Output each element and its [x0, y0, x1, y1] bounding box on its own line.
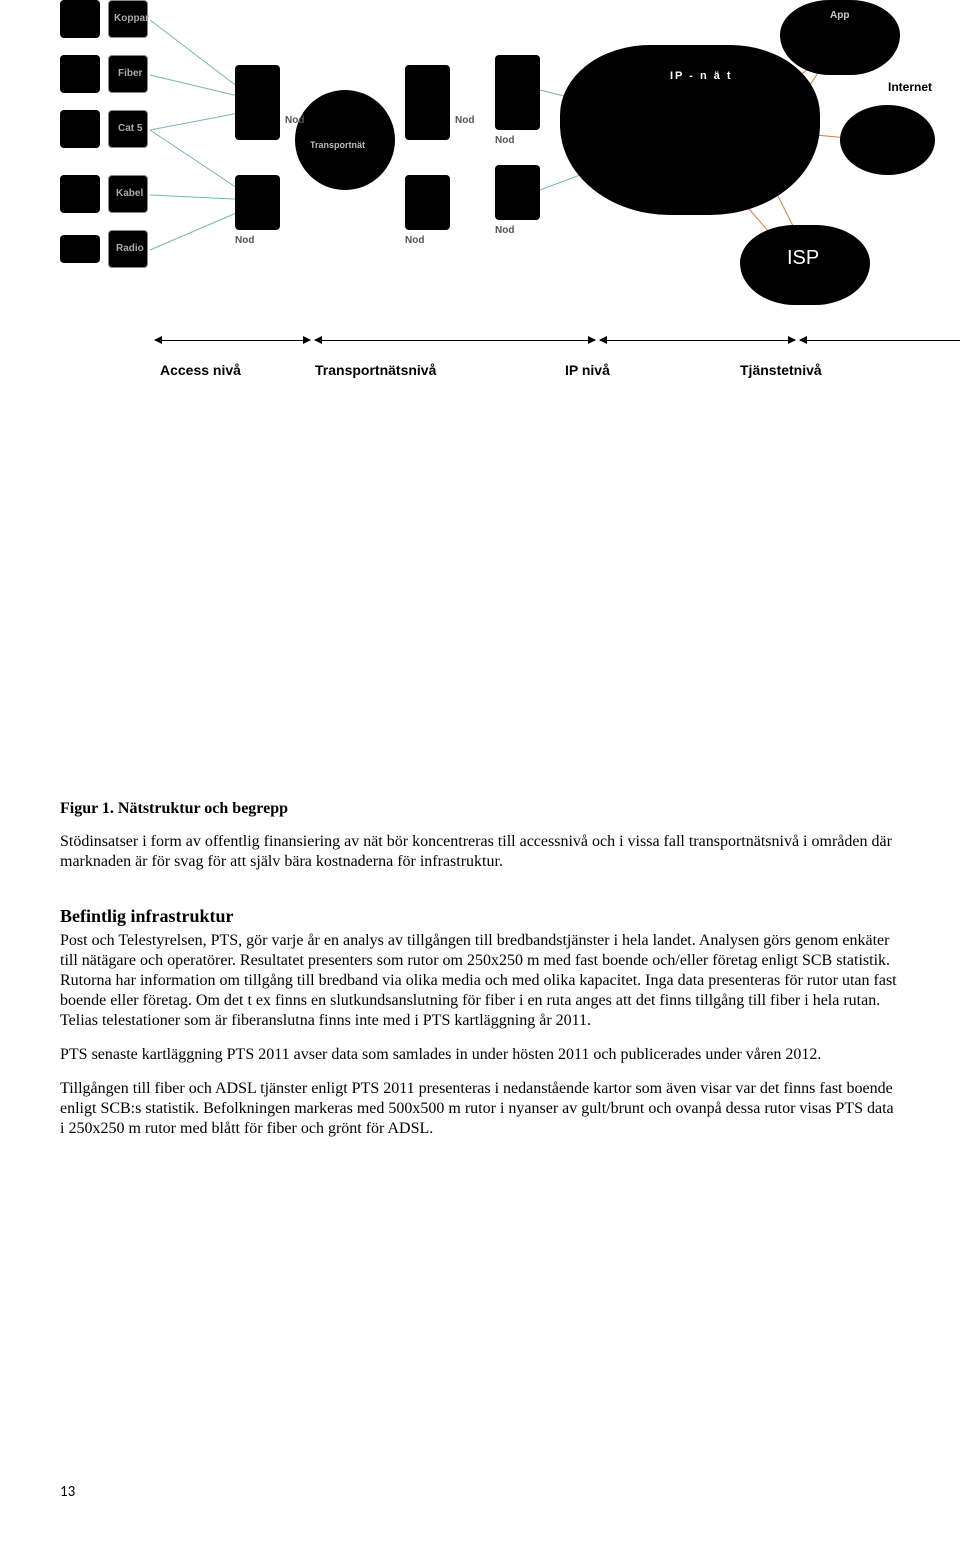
app-cloud-label: App	[830, 10, 849, 21]
paragraph-3: PTS senaste kartläggning PTS 2011 avser …	[60, 1045, 900, 1065]
node-box	[405, 175, 450, 230]
page-number: 13	[60, 1483, 75, 1501]
level-arrow	[800, 340, 960, 341]
node-label: Nod	[405, 235, 424, 246]
level-arrow	[155, 340, 310, 341]
node-box	[235, 175, 280, 230]
level-access: Access nivå	[160, 362, 241, 378]
building-icon	[60, 175, 100, 213]
level-arrow	[315, 340, 595, 341]
level-transport: Transportnätsnivå	[315, 362, 436, 378]
level-ip: IP nivå	[565, 362, 610, 378]
access-label-fiber: Fiber	[118, 68, 142, 79]
access-label-cat5: Cat 5	[118, 123, 142, 134]
node-box	[495, 55, 540, 130]
node-label: Nod	[455, 115, 474, 126]
node-label: Nod	[235, 235, 254, 246]
internet-oval	[840, 105, 935, 175]
ip-cloud-label: IP - n ä t	[670, 70, 733, 82]
paragraph-2: Post och Telestyrelsen, PTS, gör varje å…	[60, 931, 900, 1031]
node-box	[405, 65, 450, 140]
level-arrow-row	[155, 330, 905, 350]
node-label: Nod	[285, 115, 304, 126]
building-icon	[60, 235, 100, 263]
node-box	[495, 165, 540, 220]
paragraph-4: Tillgången till fiber och ADSL tjänster …	[60, 1079, 900, 1139]
level-arrow	[600, 340, 795, 341]
internet-label: Internet	[888, 80, 932, 94]
paragraph-1: Stödinsatser i form av offentlig finansi…	[60, 832, 900, 872]
node-label: Nod	[495, 135, 514, 146]
level-service: Tjänstetnivå	[740, 362, 822, 378]
network-diagram: Koppar Fiber Cat 5 Kabel Radio Transport…	[60, 0, 900, 380]
isp-cloud-label: ISP	[787, 247, 819, 270]
figure-caption: Figur 1. Nätstruktur och begrepp	[60, 800, 900, 818]
building-icon	[60, 0, 100, 38]
building-icon	[60, 55, 100, 93]
access-label-koppar: Koppar	[114, 13, 149, 24]
section-title-befintlig: Befintlig infrastruktur	[60, 906, 900, 927]
transport-ring-label: Transportnät	[310, 140, 365, 150]
access-label-kabel: Kabel	[116, 188, 143, 199]
node-box	[235, 65, 280, 140]
access-label-radio: Radio	[116, 243, 144, 254]
building-icon	[60, 110, 100, 148]
node-label: Nod	[495, 225, 514, 236]
